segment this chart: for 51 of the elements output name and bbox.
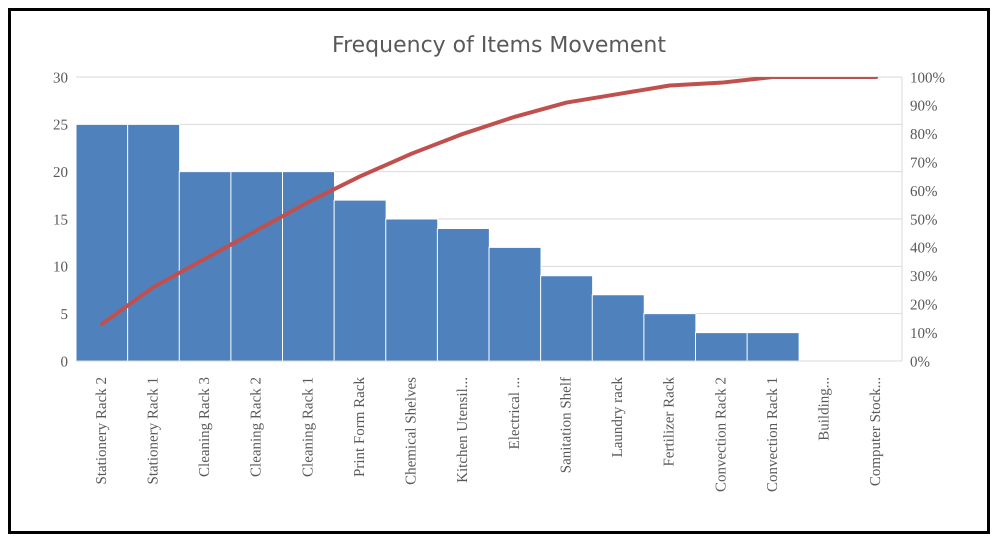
y2-tick-label: 20% bbox=[910, 298, 938, 314]
bar bbox=[178, 171, 232, 361]
bar bbox=[127, 124, 180, 361]
x-tick-label: Laundry rack bbox=[610, 376, 626, 458]
bar bbox=[488, 246, 542, 361]
bar bbox=[540, 275, 594, 361]
y2-tick-label: 40% bbox=[910, 240, 938, 257]
x-tick-label: Sanitation Shelf bbox=[558, 377, 574, 474]
y-tick-label: 10 bbox=[53, 260, 68, 276]
y2-tick-label: 30% bbox=[910, 269, 938, 286]
x-tick-label: Chemical Shelves bbox=[404, 376, 420, 485]
y2-tick-label: 60% bbox=[910, 184, 938, 200]
y-tick-label: 5 bbox=[60, 306, 68, 323]
x-tick-label: Fertilizer Rack bbox=[662, 376, 678, 467]
bar bbox=[592, 294, 645, 361]
y-tick-label: 0 bbox=[60, 354, 68, 370]
bar bbox=[746, 332, 800, 361]
x-tick-label: Cleaning Rack 2 bbox=[248, 377, 265, 477]
bar bbox=[282, 171, 335, 361]
x-tick-label: Stationery Rack 1 bbox=[145, 377, 162, 484]
x-tick-label: Stationery Rack 2 bbox=[94, 377, 110, 484]
chart-title: Frequency of Items Movement bbox=[331, 33, 667, 60]
x-tick-label: Cleaning Rack 3 bbox=[197, 377, 214, 477]
y2-tick-label: 90% bbox=[910, 98, 938, 115]
x-tick-label: Cleaning Rack 1 bbox=[300, 377, 316, 477]
x-tick-label: Electrical ... bbox=[506, 377, 523, 450]
y2-tick-label: 50% bbox=[910, 212, 938, 228]
y2-tick-label: 0% bbox=[910, 354, 930, 370]
y-tick-label: 30 bbox=[53, 70, 68, 86]
bar bbox=[695, 332, 748, 361]
chart-frame: Frequency of Items Movement Stationery Rack 2 Stationery Rack 1 Cleaning Rack 3 Cleaning Rack 2 Cleaning Rack 1 Print Form Rack Chemical Shelves Kitchen Utensil... Electrical ... Sanitation Shelf Laundry rack Fertilizer Rack Convection Rack 2 Convection Rack 1 Building... Computer Stock... 0 5 10 15 20 25 30 0% 10% 20% 30% 40% 50% 60% 70% 80% 90% 100% bbox=[8, 8, 990, 534]
y2-tick-label: 80% bbox=[910, 127, 938, 144]
x-tick-label: Building... bbox=[816, 377, 833, 441]
y2-tick-label: 70% bbox=[910, 156, 938, 172]
x-tick-label: Kitchen Utensil... bbox=[455, 377, 472, 483]
bar bbox=[436, 228, 490, 361]
bar bbox=[76, 124, 128, 361]
y-tick-label: 15 bbox=[53, 212, 68, 228]
bar bbox=[230, 171, 284, 361]
line-series bbox=[100, 77, 878, 326]
bar bbox=[385, 218, 438, 361]
y2-tick-label: 10% bbox=[910, 326, 938, 342]
x-tick-label: Convection Rack 1 bbox=[764, 377, 781, 492]
y-tick-label: 25 bbox=[53, 118, 68, 134]
bar bbox=[334, 200, 387, 361]
bar bbox=[643, 313, 696, 361]
y2-tick-label: 100% bbox=[910, 70, 945, 86]
x-tick-label: Convection Rack 2 bbox=[713, 377, 730, 492]
x-tick-label: Print Form Rack bbox=[352, 376, 368, 477]
x-tick-label: Computer Stock... bbox=[868, 377, 884, 486]
y-tick-label: 20 bbox=[53, 164, 68, 181]
